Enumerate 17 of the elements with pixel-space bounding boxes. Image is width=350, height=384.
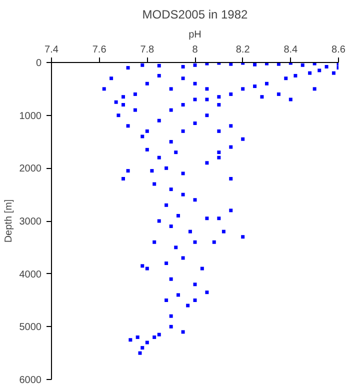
y-axis-title: Depth [m] xyxy=(3,199,14,243)
y-tick-label: 5000 xyxy=(19,322,42,334)
x-axis-title: pH xyxy=(188,30,202,40)
x-tick-label: 8.2 xyxy=(236,44,250,56)
x-tick-label: 7.8 xyxy=(140,44,155,56)
x-tick-label: 8.4 xyxy=(284,44,298,56)
y-tick-label: 6000 xyxy=(19,375,42,384)
x-tick-label: 7.4 xyxy=(44,44,59,56)
x-tick-label: 8 xyxy=(192,44,198,56)
x-tick-label: 7.6 xyxy=(92,44,107,56)
y-tick-label: 3000 xyxy=(19,216,42,228)
y-tick-label: 1000 xyxy=(19,110,42,122)
chart-title: MODS2005 in 1982 xyxy=(142,8,248,22)
y-tick-label: 0 xyxy=(36,58,42,69)
y-tick-label: 4000 xyxy=(19,269,42,280)
x-tick-label: 8.6 xyxy=(332,44,346,56)
y-tick-label: 2000 xyxy=(19,164,42,175)
